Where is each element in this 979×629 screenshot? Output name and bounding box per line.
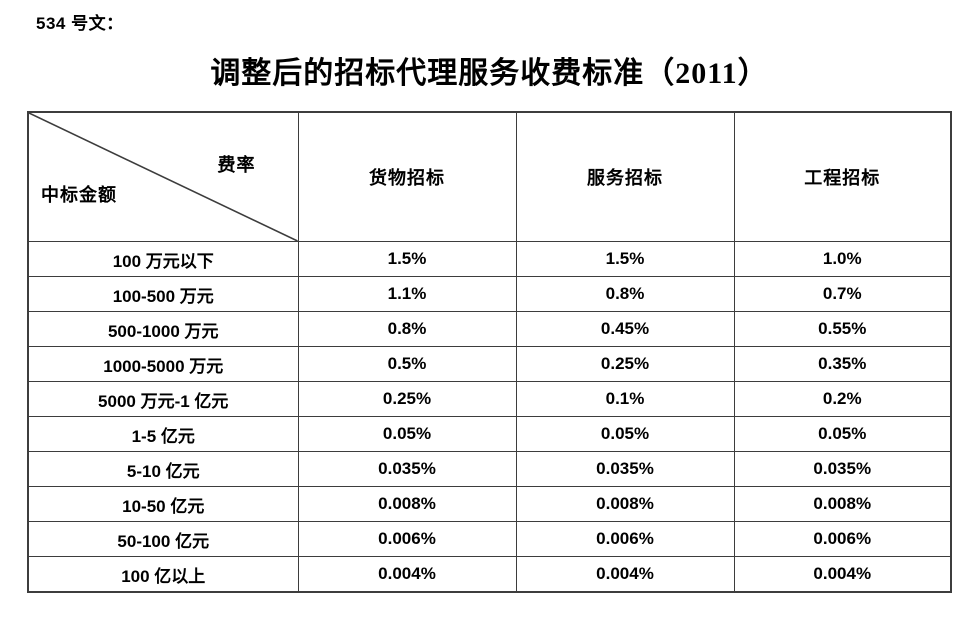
fee-value-cell: 0.05% <box>297 416 517 452</box>
fee-value-cell: 0.008% <box>515 486 735 522</box>
fee-value-cell: 0.035% <box>297 451 517 487</box>
fee-value-cell: 0.05% <box>515 416 735 452</box>
diagonal-divider-line <box>29 113 297 241</box>
fee-standard-table: 费率 中标金额 货物招标 服务招标 工程招标 100 万元以下 1.5% 1.5… <box>27 111 952 593</box>
row-range-label: 1000-5000 万元 <box>27 346 299 382</box>
fee-value-cell: 0.7% <box>733 276 952 312</box>
column-header-goods: 货物招标 <box>297 111 517 242</box>
row-range-label: 5-10 亿元 <box>27 451 299 487</box>
corner-label-rate: 费率 <box>217 155 256 175</box>
fee-value-cell: 1.5% <box>297 241 517 277</box>
fee-value-cell: 0.1% <box>515 381 735 417</box>
row-range-label: 1-5 亿元 <box>27 416 299 452</box>
fee-value-cell: 0.004% <box>733 556 952 593</box>
page-title: 调整后的招标代理服务收费标准（2011） <box>210 57 769 90</box>
fee-value-cell: 0.035% <box>515 451 735 487</box>
row-range-label: 100 亿以上 <box>27 556 299 593</box>
row-range-label: 5000 万元-1 亿元 <box>27 381 299 417</box>
table-row: 5000 万元-1 亿元 0.25% 0.1% 0.2% <box>27 381 952 417</box>
fee-value-cell: 0.8% <box>297 311 517 347</box>
fee-value-cell: 0.05% <box>733 416 952 452</box>
fee-value-cell: 0.008% <box>733 486 952 522</box>
fee-value-cell: 0.2% <box>733 381 952 417</box>
row-range-label: 50-100 亿元 <box>27 521 299 557</box>
table-row: 100 亿以上 0.004% 0.004% 0.004% <box>27 556 952 593</box>
fee-value-cell: 0.55% <box>733 311 952 347</box>
row-range-label: 100-500 万元 <box>27 276 299 312</box>
table-row: 1-5 亿元 0.05% 0.05% 0.05% <box>27 416 952 452</box>
fee-value-cell: 0.35% <box>733 346 952 382</box>
corner-header-cell: 费率 中标金额 <box>27 111 299 242</box>
table-row: 500-1000 万元 0.8% 0.45% 0.55% <box>27 311 952 347</box>
row-range-label: 500-1000 万元 <box>27 311 299 347</box>
fee-value-cell: 1.5% <box>515 241 735 277</box>
table-row: 1000-5000 万元 0.5% 0.25% 0.35% <box>27 346 952 382</box>
fee-value-cell: 0.006% <box>733 521 952 557</box>
fee-value-cell: 0.25% <box>297 381 517 417</box>
row-range-label: 10-50 亿元 <box>27 486 299 522</box>
table-row: 5-10 亿元 0.035% 0.035% 0.035% <box>27 451 952 487</box>
table-row: 100 万元以下 1.5% 1.5% 1.0% <box>27 241 952 277</box>
fee-value-cell: 0.008% <box>297 486 517 522</box>
fee-value-cell: 0.004% <box>515 556 735 593</box>
fee-value-cell: 1.0% <box>733 241 952 277</box>
fee-value-cell: 0.006% <box>515 521 735 557</box>
fee-value-cell: 0.25% <box>515 346 735 382</box>
doc-number-label: 534 号文： <box>36 14 124 33</box>
row-range-label: 100 万元以下 <box>27 241 299 277</box>
table-row: 10-50 亿元 0.008% 0.008% 0.008% <box>27 486 952 522</box>
header-row: 费率 中标金额 货物招标 服务招标 工程招标 <box>27 111 952 242</box>
fee-value-cell: 0.8% <box>515 276 735 312</box>
fee-value-cell: 0.5% <box>297 346 517 382</box>
fee-value-cell: 0.006% <box>297 521 517 557</box>
fee-value-cell: 0.004% <box>297 556 517 593</box>
fee-value-cell: 0.45% <box>515 311 735 347</box>
column-header-engineering: 工程招标 <box>733 111 952 242</box>
column-header-services: 服务招标 <box>515 111 735 242</box>
table-row: 50-100 亿元 0.006% 0.006% 0.006% <box>27 521 952 557</box>
table-row: 100-500 万元 1.1% 0.8% 0.7% <box>27 276 952 312</box>
corner-label-amount: 中标金额 <box>41 185 117 205</box>
fee-value-cell: 1.1% <box>297 276 517 312</box>
fee-value-cell: 0.035% <box>733 451 952 487</box>
